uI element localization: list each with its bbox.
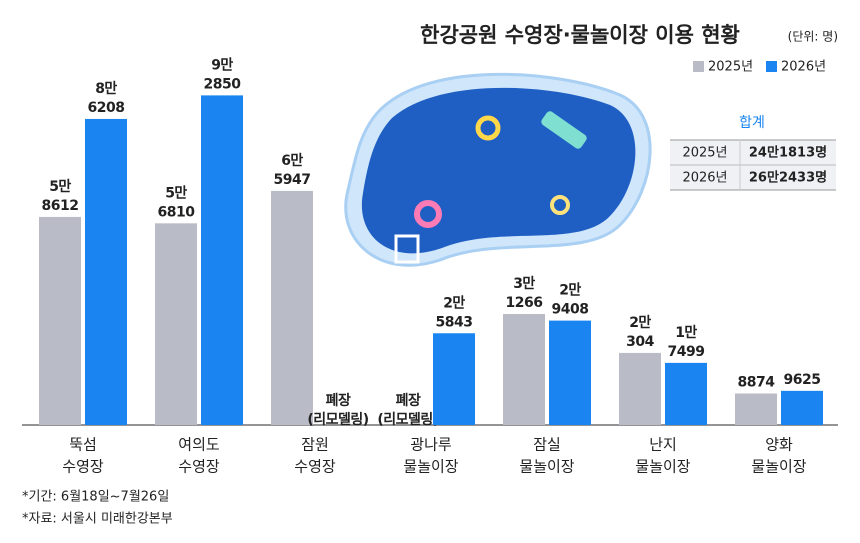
x-tick-label: 수영장: [178, 458, 220, 476]
value-label: 3만: [513, 276, 535, 292]
x-tick-label: 물놀이장: [751, 458, 806, 476]
bar: [85, 118, 127, 425]
totals-year: 2026년: [682, 171, 727, 186]
legend-label: 2026년: [781, 60, 826, 75]
totals-title: 합계: [739, 115, 765, 131]
value-label: 304: [626, 334, 654, 350]
x-tick-label: 난지: [649, 436, 677, 454]
x-tick-label: 광나루: [410, 436, 452, 454]
value-label: 6208: [88, 100, 125, 116]
value-label: 폐장: [326, 392, 351, 409]
x-tick-label: 물놀이장: [403, 458, 458, 476]
value-label: (리모델링): [377, 411, 438, 428]
x-tick-label: 물놀이장: [635, 458, 690, 476]
value-label: 6810: [158, 204, 196, 220]
totals-table: 합계 2025년 24만1813명 2026년 26만2433명: [670, 115, 836, 191]
value-label: 9만: [211, 57, 233, 73]
value-label: 5만: [165, 185, 187, 201]
value-label: 8874: [738, 374, 776, 390]
x-tick-label: 여의도: [178, 436, 220, 454]
value-label: 9408: [552, 302, 589, 318]
value-label: 2850: [204, 76, 242, 92]
value-label: 8612: [42, 198, 79, 214]
chart-title: 한강공원 수영장·물놀이장 이용 현황: [420, 23, 740, 47]
x-tick-label: 수영장: [62, 458, 104, 476]
bar: [155, 223, 197, 425]
x-tick-label: 잠실: [533, 436, 561, 454]
x-tick-label: 뚝섬: [69, 436, 97, 454]
value-label: 5843: [436, 314, 473, 330]
value-label: 9625: [784, 372, 821, 388]
totals-year: 2025년: [682, 146, 727, 161]
value-label: 5947: [274, 172, 311, 188]
bar: [665, 362, 707, 425]
legend-label: 2025년: [708, 60, 753, 75]
value-label: 2만: [559, 283, 581, 299]
bar: [619, 352, 661, 425]
bar: [503, 314, 545, 425]
legend-swatch: [766, 61, 777, 72]
bar: [433, 333, 475, 425]
value-label: 7499: [668, 344, 705, 360]
legend-swatch: [693, 61, 704, 72]
legend: 2025년 2026년: [693, 60, 826, 75]
bar: [781, 390, 823, 425]
totals-value: 26만2433명: [749, 170, 827, 186]
bar: [271, 190, 313, 425]
value-label: 1만: [675, 325, 697, 341]
value-label: 6만: [281, 153, 303, 169]
value-label: 1266: [506, 295, 543, 311]
pool-illustration: [344, 72, 652, 267]
note: *기간: 6월18일~7월26일: [22, 490, 169, 505]
x-tick-label: 양화: [765, 436, 793, 454]
bar: [549, 320, 591, 425]
note: *자료: 서울시 미래한강본부: [22, 512, 173, 527]
x-tick-label: 수영장: [294, 458, 336, 476]
bar: [735, 393, 777, 425]
x-tick-label: 물놀이장: [519, 458, 574, 476]
value-label: (리모델링): [307, 411, 368, 428]
bar: [39, 216, 81, 425]
value-label: 2만: [629, 315, 651, 331]
value-label: 2만: [443, 295, 465, 311]
unit: (단위: 명): [788, 30, 838, 44]
bar: [201, 95, 243, 425]
value-label: 5만: [49, 179, 71, 195]
totals-value: 24만1813명: [749, 145, 827, 161]
x-tick-label: 잠원: [301, 436, 329, 454]
value-label: 8만: [95, 81, 117, 97]
value-label: 폐장: [396, 392, 421, 409]
